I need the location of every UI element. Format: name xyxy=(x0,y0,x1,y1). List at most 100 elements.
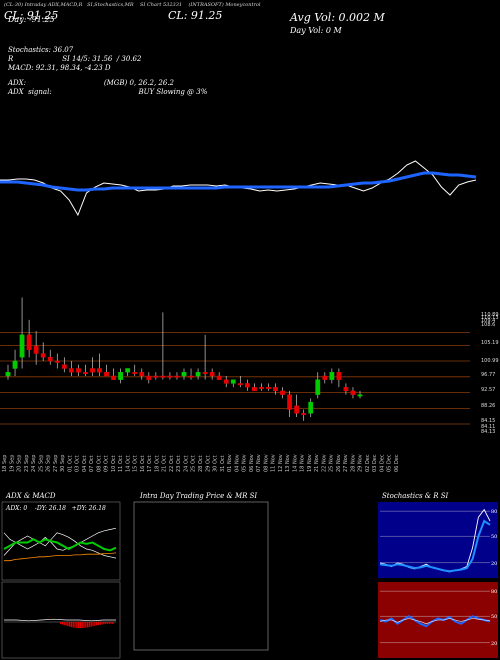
adx-panel xyxy=(1,501,121,581)
candle-body xyxy=(343,386,349,392)
macd-bar xyxy=(70,622,73,628)
candle-body xyxy=(47,357,53,362)
date-label: 01 Nov xyxy=(227,454,233,472)
date-label: 04 Nov xyxy=(234,454,240,472)
candle-body xyxy=(139,372,145,377)
date-label: 29 Oct xyxy=(205,455,211,472)
candle-body xyxy=(188,375,194,378)
date-label: 02 Dec xyxy=(365,454,371,472)
date-label: 07 Oct xyxy=(89,455,95,472)
candle-body xyxy=(357,394,363,397)
candle-body xyxy=(40,353,46,358)
price-label: 84.13 xyxy=(481,429,495,435)
date-label: 06 Nov xyxy=(249,454,255,472)
candle-body xyxy=(251,386,257,392)
macd-bar xyxy=(63,622,65,626)
date-label: 14 Oct xyxy=(125,455,131,472)
candle-body xyxy=(111,375,117,380)
price-label: 105.19 xyxy=(481,340,499,346)
price-label: 100.99 xyxy=(481,358,499,364)
macd-bar xyxy=(90,622,92,627)
macd-bar xyxy=(106,622,109,624)
date-label: 05 Nov xyxy=(242,454,248,472)
macd-bar xyxy=(65,622,67,626)
macd-bar xyxy=(88,622,91,627)
rsi-tick: 20 xyxy=(491,641,497,647)
date-label: 21 Nov xyxy=(314,454,320,472)
adx-minus-line xyxy=(3,532,117,559)
candle-body xyxy=(68,368,74,373)
date-label: 18 Oct xyxy=(154,455,160,472)
date-label: 12 Nov xyxy=(278,454,284,472)
candle-body xyxy=(329,372,335,380)
date-label: 18 Sep xyxy=(2,455,8,472)
date-label: 01 Oct xyxy=(67,455,73,472)
macd-value: MACD: 92.31, 98.34, -4.23 D xyxy=(8,64,111,72)
date-label: 16 Oct xyxy=(140,455,146,472)
date-label: 24 Sep xyxy=(31,455,37,472)
price-label: 96.77 xyxy=(481,372,495,378)
candle-body xyxy=(266,386,271,389)
macd-line xyxy=(4,618,116,622)
header-line: (CL-30) Intraday ADX,MACD,R SI,Stochasti… xyxy=(4,2,261,8)
adx-signal: ADX signal: BUY Slowing @ 3% xyxy=(8,88,208,96)
adx-plus-line xyxy=(3,527,117,551)
adx-value: ADX: (MGB) 0, 26.2, 26.2 xyxy=(8,79,175,87)
candle-body xyxy=(322,375,328,380)
date-label: 18 Nov xyxy=(300,454,306,472)
candle-body xyxy=(223,379,229,384)
macd-bar xyxy=(108,622,110,624)
price-label: 84.11 xyxy=(481,424,495,430)
candle-body xyxy=(83,372,88,374)
date-label: 26 Nov xyxy=(336,454,342,472)
date-label: 30 Oct xyxy=(213,455,219,472)
candle-body xyxy=(287,394,292,410)
candle-body xyxy=(209,372,215,377)
adx-signal-line xyxy=(4,552,117,562)
macd-bar xyxy=(67,622,69,627)
candle-body xyxy=(160,375,166,378)
candle-body xyxy=(336,372,342,380)
price-label: 88.26 xyxy=(481,403,495,409)
price-label: 109.4 xyxy=(481,318,495,324)
candle-body xyxy=(146,375,152,380)
candle-body xyxy=(181,372,187,377)
intraday-panel xyxy=(133,501,269,651)
date-label: 24 Oct xyxy=(184,455,190,472)
date-label: 04 Oct xyxy=(82,455,88,472)
stoch-tick: 50 xyxy=(491,534,497,540)
date-label: 27 Nov xyxy=(343,454,349,472)
date-label: 25 Oct xyxy=(191,455,197,472)
candle-body xyxy=(308,401,314,414)
date-label: 06 Dec xyxy=(394,454,400,472)
candle-body xyxy=(301,413,307,416)
adx-line xyxy=(3,538,117,552)
price-label: 108.6 xyxy=(481,322,495,328)
rsi-tick: 80 xyxy=(491,589,497,595)
candle-body xyxy=(237,383,243,386)
candle-body xyxy=(350,390,356,395)
candle-body xyxy=(61,364,67,369)
mrsi-line xyxy=(379,618,491,625)
date-label: 23 Oct xyxy=(176,455,182,472)
day-change: Day: -91.25 xyxy=(8,15,55,24)
date-label: 05 Dec xyxy=(387,454,393,472)
macd-bar xyxy=(87,622,89,628)
candle-body xyxy=(230,379,236,384)
macd-bar xyxy=(76,622,78,628)
adx-panel-title: ADX & MACD xyxy=(6,492,56,500)
macd-bar xyxy=(61,622,64,625)
candle-body xyxy=(5,372,11,377)
stoch-panel-title: Stochastics & R SI xyxy=(382,492,449,500)
rsi-tick: 50 xyxy=(491,614,497,620)
macd-bar xyxy=(94,622,96,626)
candle-body xyxy=(167,375,173,378)
date-label: 11 Oct xyxy=(118,455,124,472)
date-label: 26 Sep xyxy=(46,455,52,472)
rsi-line xyxy=(379,615,491,628)
date-label: 27 Sep xyxy=(53,455,59,472)
candle-body xyxy=(259,386,264,389)
date-label: 04 Dec xyxy=(380,454,386,472)
cl-left: CL: 91.25 xyxy=(4,9,59,22)
macd-bar xyxy=(103,622,105,625)
